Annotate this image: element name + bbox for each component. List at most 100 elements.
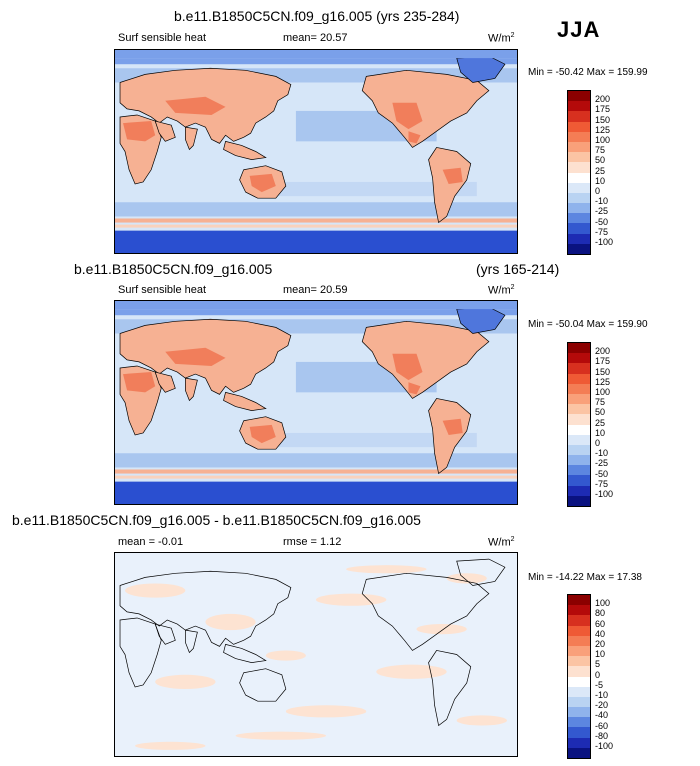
- anomaly-patch: [265, 650, 306, 661]
- panel-bottom-minmax: Min = -14.22 Max = 17.38: [528, 572, 642, 583]
- coastline-india: [184, 629, 198, 654]
- colorbar-swatch: [568, 434, 590, 445]
- anomaly-patch: [285, 705, 367, 718]
- landmass-southamerica: [428, 398, 472, 475]
- colorbar-tick-label: -100: [595, 741, 614, 751]
- colorbar-swatch: [568, 343, 590, 354]
- colorbar-swatch: [568, 373, 590, 384]
- anomaly-patch: [155, 674, 216, 690]
- colorbar-swatch: [568, 737, 590, 748]
- colorbar-tick-label: 50: [595, 407, 606, 418]
- colorbar-swatch: [568, 233, 590, 244]
- colorbar-tick-label: 100: [595, 135, 611, 145]
- colorbar-swatch: [568, 393, 590, 405]
- panel-bottom-mean: mean = -0.01: [118, 536, 184, 548]
- landmass-arctic: [115, 301, 517, 310]
- colorbar-swatch: [568, 455, 590, 466]
- panel-top-minmax: Min = -50.42 Max = 159.99: [528, 67, 648, 78]
- colorbar-swatch: [568, 152, 590, 163]
- colorbar-swatch: [568, 182, 590, 193]
- colorbar-tick-label: 10: [595, 649, 606, 660]
- colorbar-tick-label: -100: [595, 237, 614, 247]
- colorbar-tick-label: 100: [595, 598, 611, 609]
- hotspot-centralasia: [165, 96, 226, 115]
- colorbar-tick-label: 175: [595, 104, 611, 115]
- colorbar-swatch: [568, 747, 590, 758]
- colorbar-swatch: [568, 121, 590, 132]
- hotspot-brazil: [442, 167, 463, 184]
- colorbar-swatch: [568, 383, 590, 394]
- colorbar-tick-label: -100: [595, 489, 614, 499]
- colorbar-tick-label: -60: [595, 720, 609, 731]
- colorbar-swatch: [568, 141, 590, 153]
- colorbar-swatch: [568, 656, 590, 667]
- units-sup: 2: [510, 284, 515, 291]
- colorbar-swatch: [568, 91, 590, 102]
- landmass-arabia: [154, 371, 176, 393]
- colorbar-tick-label: -10: [595, 196, 609, 207]
- colorbar-tick-label: -10: [595, 690, 609, 700]
- colorbar-swatch: [568, 717, 590, 728]
- landmass-northamerica: [361, 69, 490, 148]
- colorbar-tick-label: -50: [595, 468, 609, 479]
- colorbar-tick-label: -50: [595, 216, 609, 227]
- colorbar-swatch: [568, 485, 590, 496]
- colorbar-tick-label: 125: [595, 124, 611, 135]
- colorbar-tick-label: 10: [595, 175, 606, 186]
- landmass-antarctica: [115, 481, 517, 504]
- panel-middle-minmax: Min = -50.04 Max = 159.90: [528, 319, 648, 330]
- panel-top-mean: mean= 20.57: [283, 32, 348, 44]
- colorbar-swatch: [568, 414, 590, 425]
- panel-top-units: W/m2: [488, 32, 515, 45]
- anomaly-patch: [135, 741, 206, 750]
- colorbar-swatch: [568, 363, 590, 374]
- colorbar-tick-label: 200: [595, 94, 611, 105]
- panel-middle-variable: Surf sensible heat: [118, 284, 207, 296]
- colorbar-swatch: [568, 172, 590, 183]
- colorbar-swatch: [568, 111, 590, 122]
- colorbar-tick-label: 175: [595, 356, 611, 367]
- colorbar-swatch: [568, 243, 590, 254]
- panel-middle-title-right: (yrs 165-214): [476, 261, 560, 277]
- colorbar-tick-label: -25: [595, 206, 609, 217]
- colorbar-tick-label: -25: [595, 458, 609, 469]
- anomaly-patch: [316, 593, 387, 606]
- coastline-arabia: [154, 623, 176, 645]
- units-text: W/m: [488, 32, 511, 45]
- colorbar-swatch: [568, 676, 590, 687]
- colorbar-swatch: [568, 666, 590, 677]
- anomaly-patch: [205, 613, 256, 631]
- landmass-northamerica: [361, 320, 490, 399]
- colorbar-tick-label: -20: [595, 700, 609, 711]
- colorbar-tick-label: 0: [595, 186, 601, 196]
- colorbar-swatch: [568, 727, 590, 738]
- hotspot-brazil: [442, 418, 463, 435]
- hotspot-sahara: [123, 121, 156, 142]
- colorbar-tick-label: 60: [595, 618, 606, 629]
- colorbar-swatch: [568, 444, 590, 456]
- colorbar-swatch: [568, 495, 590, 506]
- colorbar-tick-label: 5: [595, 659, 601, 670]
- anomaly-patch: [235, 731, 327, 740]
- colorbar-swatch: [568, 625, 590, 636]
- units-sup: 2: [510, 32, 515, 39]
- panel-middle-units: W/m2: [488, 284, 515, 297]
- colorbar-tick-label: 25: [595, 165, 606, 176]
- anomaly-patch: [446, 573, 487, 584]
- colorbar-tick-label: 150: [595, 114, 611, 125]
- colorbar-tick-label: 25: [595, 417, 606, 428]
- colorbar-swatch: [568, 635, 590, 646]
- colorbar-swatch: [568, 101, 590, 112]
- landmass-antarctica: [115, 230, 517, 253]
- colorbar-tick-label: -10: [595, 448, 609, 459]
- coastline-africa: [119, 617, 162, 688]
- colorbar-swatch: [568, 595, 590, 606]
- colorbar-tick-label: -75: [595, 478, 609, 489]
- anomaly-patch: [125, 583, 186, 598]
- anomaly-patch: [416, 624, 467, 635]
- landmass-southamerica: [428, 147, 472, 224]
- colorbar-swatch: [568, 465, 590, 476]
- panel-bottom-rmse: rmse = 1.12: [283, 536, 342, 548]
- colorbar-swatch: [568, 192, 590, 204]
- panel-top-variable: Surf sensible heat: [118, 32, 207, 44]
